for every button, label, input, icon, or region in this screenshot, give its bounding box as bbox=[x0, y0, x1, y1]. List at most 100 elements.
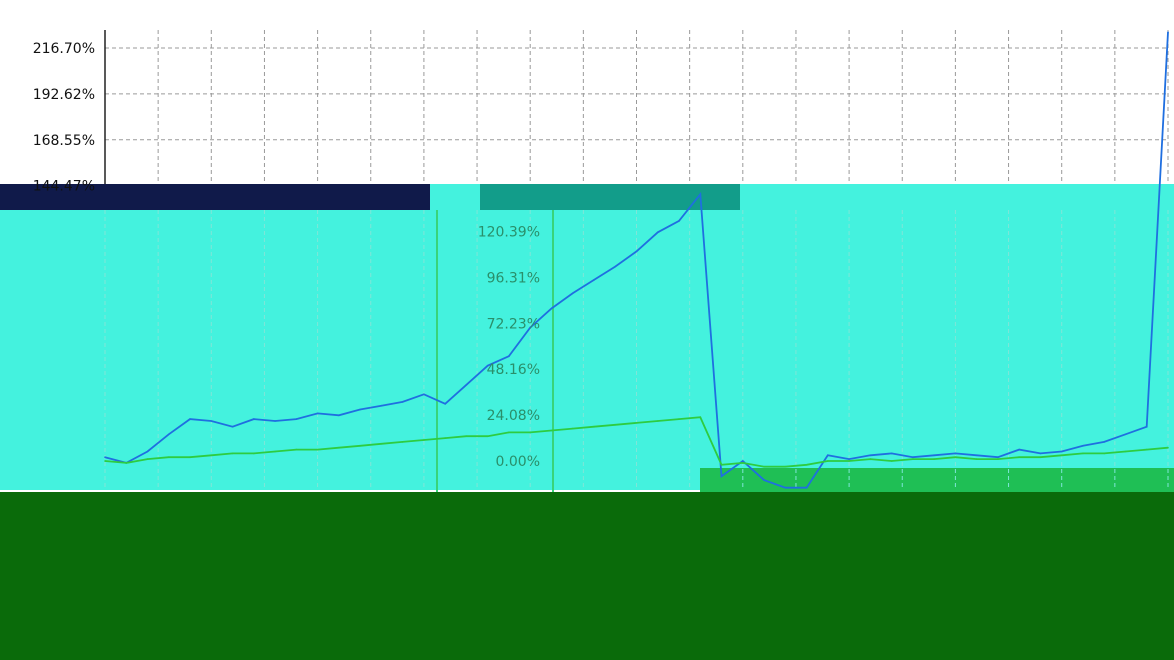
series-point bbox=[890, 460, 893, 462]
series-point bbox=[423, 393, 425, 396]
series-point bbox=[1103, 452, 1105, 455]
series-point bbox=[253, 452, 255, 455]
series-point bbox=[954, 456, 957, 459]
series-point bbox=[571, 427, 574, 430]
series-point bbox=[975, 454, 978, 457]
series-point bbox=[295, 448, 298, 451]
series-point bbox=[784, 486, 787, 489]
series-point bbox=[1082, 445, 1084, 447]
series-point bbox=[1167, 446, 1169, 449]
series-point bbox=[805, 486, 808, 489]
series-point bbox=[316, 448, 319, 451]
series-point bbox=[486, 364, 489, 367]
series-point bbox=[784, 465, 787, 468]
series-point bbox=[742, 460, 744, 462]
series-point bbox=[104, 460, 106, 462]
y-tick-label: 72.23% bbox=[487, 316, 540, 332]
y-tick-label: 24.08% bbox=[487, 408, 540, 424]
series-point bbox=[210, 420, 213, 422]
series-point bbox=[465, 384, 468, 386]
series-point bbox=[423, 439, 425, 441]
y-tick-label: 96.31% bbox=[487, 270, 540, 286]
series-point bbox=[912, 456, 914, 459]
series-point bbox=[444, 403, 447, 405]
series-point bbox=[869, 458, 872, 460]
series-point bbox=[699, 416, 702, 419]
series-point bbox=[593, 425, 595, 428]
series-point bbox=[380, 404, 383, 407]
series-point bbox=[465, 435, 468, 438]
series-point bbox=[635, 422, 638, 424]
y-tick-label: 0.00% bbox=[496, 454, 540, 470]
series-point bbox=[508, 431, 510, 434]
series-point bbox=[827, 454, 829, 457]
series-point bbox=[444, 437, 447, 439]
series-point bbox=[1039, 456, 1042, 459]
series-point bbox=[614, 424, 616, 426]
series-point bbox=[338, 446, 340, 449]
series-point bbox=[380, 443, 383, 445]
series-point bbox=[231, 425, 234, 428]
series-point bbox=[295, 418, 298, 420]
series-point bbox=[657, 420, 659, 422]
series-point bbox=[1039, 452, 1042, 455]
series-point bbox=[529, 431, 531, 434]
series-point bbox=[550, 307, 553, 310]
glitch-header-strip bbox=[0, 184, 430, 210]
series-point bbox=[869, 454, 872, 457]
series-point bbox=[359, 408, 361, 411]
series-point bbox=[274, 450, 276, 453]
series-point bbox=[1082, 452, 1084, 455]
series-point bbox=[168, 456, 170, 459]
series-point bbox=[210, 454, 213, 457]
series-point bbox=[678, 220, 680, 222]
series-point bbox=[1060, 454, 1063, 457]
series-point bbox=[614, 265, 616, 268]
series-point bbox=[997, 456, 999, 459]
y-tick-label: 192.62% bbox=[33, 87, 95, 103]
series-point bbox=[1124, 433, 1127, 436]
series-point bbox=[657, 231, 659, 234]
series-point bbox=[401, 401, 404, 403]
series-point bbox=[168, 433, 170, 436]
series-point bbox=[848, 458, 850, 460]
series-point bbox=[146, 450, 149, 453]
glitch-dark-green-block bbox=[0, 492, 1174, 660]
series-point bbox=[763, 479, 765, 481]
series-point bbox=[338, 414, 340, 417]
series-point bbox=[720, 464, 723, 466]
series-point bbox=[890, 452, 893, 455]
series-point bbox=[189, 418, 191, 420]
y-tick-label: 48.16% bbox=[487, 362, 540, 378]
series-point bbox=[975, 458, 978, 460]
series-point bbox=[997, 458, 999, 460]
series-point bbox=[678, 418, 680, 420]
y-tick-label: 216.70% bbox=[33, 41, 95, 57]
series-point bbox=[848, 460, 850, 462]
y-tick-label: 144.47% bbox=[33, 179, 95, 195]
series-point bbox=[954, 452, 957, 455]
series-point bbox=[593, 279, 595, 281]
series-point bbox=[912, 458, 914, 460]
series-point bbox=[933, 458, 935, 460]
glitch-cyan-band bbox=[0, 184, 1174, 490]
series-point bbox=[146, 458, 149, 460]
series-point bbox=[253, 418, 255, 420]
series-point bbox=[1018, 448, 1020, 451]
series-point bbox=[763, 465, 765, 468]
y-tick-label: 168.55% bbox=[33, 133, 95, 149]
series-point bbox=[125, 462, 128, 464]
series-point bbox=[274, 420, 276, 422]
series-point bbox=[486, 435, 489, 438]
series-point bbox=[231, 452, 234, 455]
series-point bbox=[635, 250, 638, 253]
series-point bbox=[1124, 450, 1127, 453]
series-point bbox=[1060, 450, 1063, 453]
series-point bbox=[359, 445, 361, 447]
y-tick-label: 120.39% bbox=[478, 225, 540, 241]
series-point bbox=[699, 193, 702, 195]
series-point bbox=[827, 460, 829, 462]
series-point bbox=[104, 456, 106, 459]
